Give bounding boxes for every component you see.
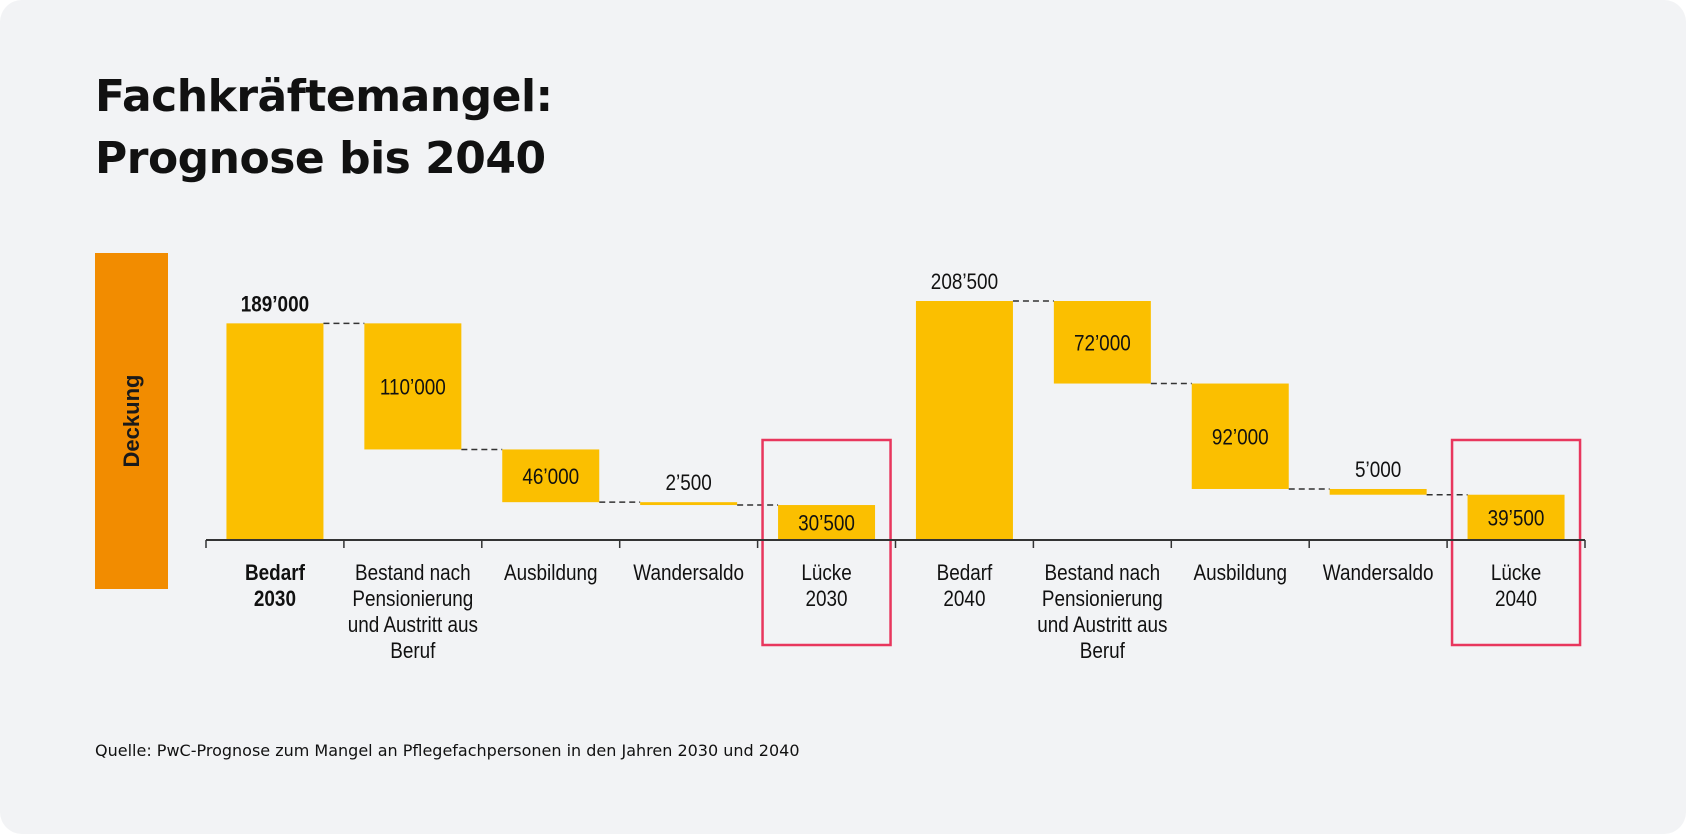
data-label: 72’000 <box>1074 331 1131 356</box>
data-label: 208’500 <box>931 270 998 295</box>
category-label: Pensionierung <box>352 587 473 612</box>
category-label: Bedarf <box>245 561 305 586</box>
category-label: Pensionierung <box>1042 587 1163 612</box>
bar <box>1053 301 1151 384</box>
category-label: 2030 <box>806 587 848 612</box>
category-label: Lücke <box>1491 561 1541 586</box>
category-label: und Austritt aus <box>1037 613 1167 638</box>
bar <box>1329 488 1427 495</box>
source-note: Quelle: PwC-Prognose zum Mangel an Pfleg… <box>95 741 800 760</box>
category-label: Bedarf <box>937 561 993 586</box>
category-label: Wandersaldo <box>1323 561 1434 586</box>
bar <box>226 323 324 540</box>
category-label: Bestand nach <box>355 561 471 586</box>
category-label: 2040 <box>1495 587 1537 612</box>
category-label: Beruf <box>1080 639 1125 664</box>
category-label: Bestand nach <box>1045 561 1161 586</box>
deckung-side-bar: Deckung <box>95 253 168 589</box>
bar <box>502 449 600 503</box>
category-label: Ausbildung <box>1193 561 1287 586</box>
highlight-box <box>761 438 892 647</box>
data-label: 110’000 <box>380 375 446 400</box>
data-label: 39’500 <box>1488 506 1545 531</box>
category-label: 2030 <box>254 587 296 612</box>
bar <box>1191 383 1289 489</box>
title-line-1: Fachkräftemangel: <box>95 71 553 122</box>
bar <box>915 301 1013 540</box>
category-label: Ausbildung <box>504 561 598 586</box>
data-label: 189’000 <box>241 292 309 317</box>
data-label: 46’000 <box>522 465 579 490</box>
highlight-box <box>1450 438 1582 647</box>
bar <box>640 502 738 506</box>
page-title: Fachkräftemangel: Prognose bis 2040 <box>95 66 553 190</box>
bar <box>1467 494 1565 540</box>
category-label: Lücke <box>801 561 851 586</box>
data-label: 5’000 <box>1355 458 1401 483</box>
data-label: 30’500 <box>798 511 855 536</box>
bar <box>364 323 462 450</box>
bar <box>778 505 876 540</box>
data-label: 92’000 <box>1212 425 1269 450</box>
category-label: 2040 <box>943 587 985 612</box>
title-line-2: Prognose bis 2040 <box>95 133 546 184</box>
data-label: 2’500 <box>666 471 712 496</box>
category-label: Beruf <box>390 639 435 664</box>
category-label: und Austritt aus <box>348 613 478 638</box>
category-label: Wandersaldo <box>633 561 744 586</box>
